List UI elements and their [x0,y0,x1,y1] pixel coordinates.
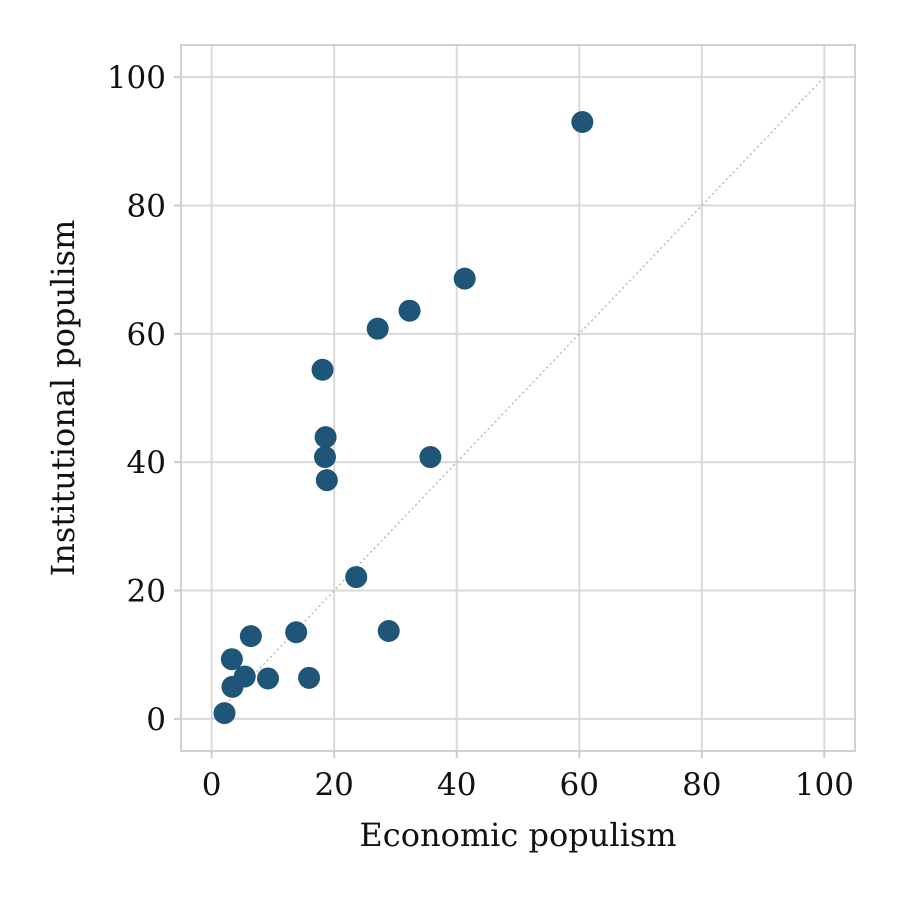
x-axis-label: Economic populism [359,816,676,854]
x-tick-label: 0 [202,767,222,803]
y-tick-label: 100 [107,60,166,96]
data-point [314,446,336,468]
y-axis-label: Institutional populism [44,220,82,577]
tick-labels: 0 20 40 60 80 100 0 20 40 60 80 100 [107,60,854,803]
data-point [367,318,389,340]
data-point [257,667,279,689]
data-point [312,359,334,381]
y-tick-label: 40 [127,445,166,481]
data-point [221,676,243,698]
data-point [454,268,476,290]
x-tick-label: 20 [314,767,353,803]
data-point [345,566,367,588]
data-point [378,620,400,642]
data-point [315,426,337,448]
x-tick-label: 40 [437,767,476,803]
data-point [316,469,338,491]
data-point [214,702,236,724]
data-point [399,300,421,322]
y-tick-label: 0 [146,702,166,738]
identity-reference-line [212,77,825,719]
y-tick-label: 20 [127,574,166,610]
data-points [214,111,594,724]
x-tick-label: 80 [682,767,721,803]
data-point [298,667,320,689]
data-point [240,625,262,647]
data-point [419,446,441,468]
x-tick-label: 60 [560,767,599,803]
y-tick-label: 80 [127,188,166,224]
y-tick-label: 60 [127,317,166,353]
x-tick-label: 100 [795,767,854,803]
data-point [285,621,307,643]
data-point [571,111,593,133]
